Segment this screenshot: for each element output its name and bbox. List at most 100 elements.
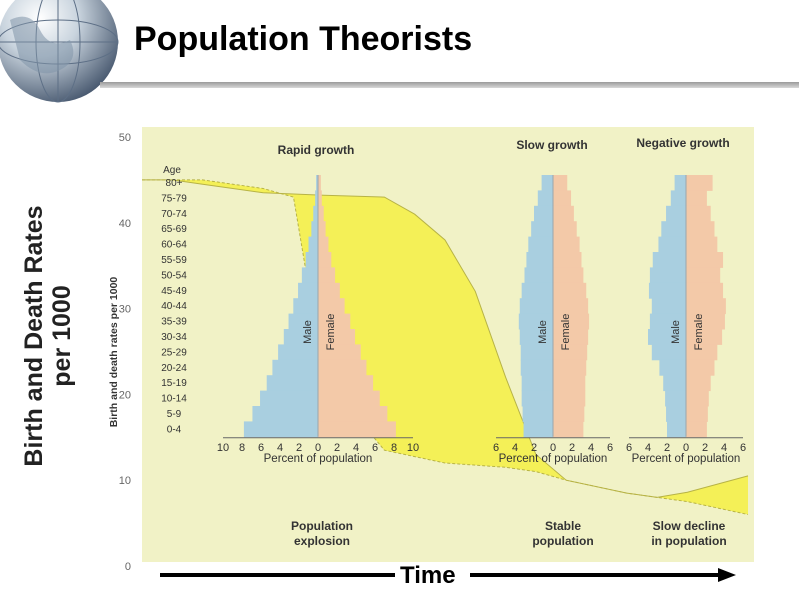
age-label: 30-34 [161,332,187,343]
male-label: Male [302,320,314,344]
female-bar [686,359,715,376]
female-bar [686,205,711,222]
stage-label: Population [291,519,353,533]
female-label: Female [325,314,337,351]
age-label: 80+ [166,178,183,189]
male-bar [243,421,318,438]
age-label: 20-24 [161,363,187,374]
title-divider [100,82,799,88]
male-bar [283,329,318,345]
male-bar [519,329,553,345]
age-label: 25-29 [161,347,187,358]
female-bar [318,359,367,376]
globe-icon [0,0,119,103]
male-bar [293,298,318,315]
male-label: Male [537,320,549,344]
male-bar [524,267,553,284]
female-bar [318,375,374,392]
male-bar [272,359,318,376]
male-bar [649,267,686,284]
male-bar [666,205,686,222]
age-label: 0-4 [167,424,182,435]
age-label: 5-9 [167,409,182,420]
pyramid-chart: Rapid growth 80+ 75-79 70-74 65-69 60-64 55-59… [161,143,419,465]
pyramid-tick-label: 4 [512,442,518,454]
female-bar [318,221,326,238]
male-bar [666,406,686,422]
male-bar [531,221,553,238]
time-label: Time [400,562,456,589]
time-arrow [160,568,736,582]
female-bar [553,375,586,392]
pyramid-title: Rapid growth [278,143,355,157]
male-bar [266,375,318,392]
male-bar [521,375,553,392]
stage-label: in population [651,534,726,548]
pyramid-tick-label: 2 [531,442,537,454]
female-bar [686,252,724,268]
male-bar [651,298,686,315]
female-bar [318,406,388,422]
female-label: Female [560,314,572,351]
pyramid-tick-label: 0 [683,442,689,454]
female-bar [553,282,587,299]
male-bar [298,282,318,299]
female-bar [686,329,723,345]
female-bar [318,298,345,315]
male-bar [659,359,686,376]
pyramid-tick-label: 10 [407,442,419,454]
male-bar [522,406,553,422]
male-bar [663,375,686,392]
male-bar [278,344,318,361]
female-bar [553,390,586,407]
female-bar [553,298,589,315]
male-bar [526,252,553,268]
stage-label: explosion [294,534,350,548]
y-tick-label: 50 [119,132,131,144]
female-bar [553,252,582,268]
stage-label: Slow decline [653,519,726,533]
female-bar [318,282,340,299]
male-bar [521,282,553,299]
pyramid-tick-label: 6 [493,442,499,454]
female-bar [318,329,356,345]
male-bar [316,175,318,191]
male-bar [648,329,686,345]
pyramid-tick-label: 2 [334,442,340,454]
pyramid-tick-label: 2 [702,442,708,454]
female-bar [318,421,396,438]
pyramid-title: Negative growth [636,136,729,150]
growth-area [142,179,748,515]
pyramid-tick-label: 2 [664,442,670,454]
female-bar [553,421,584,438]
female-bar [553,175,568,191]
male-bar [541,175,553,191]
pyramid-tick-label: 0 [550,442,556,454]
age-label: 15-19 [161,378,187,389]
female-bar [686,375,711,392]
pyramid-tick-label: 4 [721,442,727,454]
pyramid-tick-label: 6 [740,442,746,454]
pyramid-tick-label: 6 [607,442,613,454]
age-label: 35-39 [161,317,187,328]
age-label: 45-49 [161,286,187,297]
male-bar [534,205,553,222]
pyramid-tick-label: 6 [258,442,264,454]
male-bar [305,252,318,268]
pyramid-tick-label: 4 [645,442,651,454]
male-bar [670,190,686,207]
male-bar [537,190,553,207]
stage-label: population [532,534,593,548]
male-bar [674,175,686,191]
female-bar [686,267,721,284]
female-bar [553,406,585,422]
y-tick-label: 10 [119,475,131,487]
y-tick-label: 40 [119,218,131,230]
age-label: 70-74 [161,209,187,220]
female-bar [686,313,725,330]
age-label: 65-69 [161,224,187,235]
pyramid-tick-label: 10 [217,442,229,454]
male-bar [648,282,686,299]
